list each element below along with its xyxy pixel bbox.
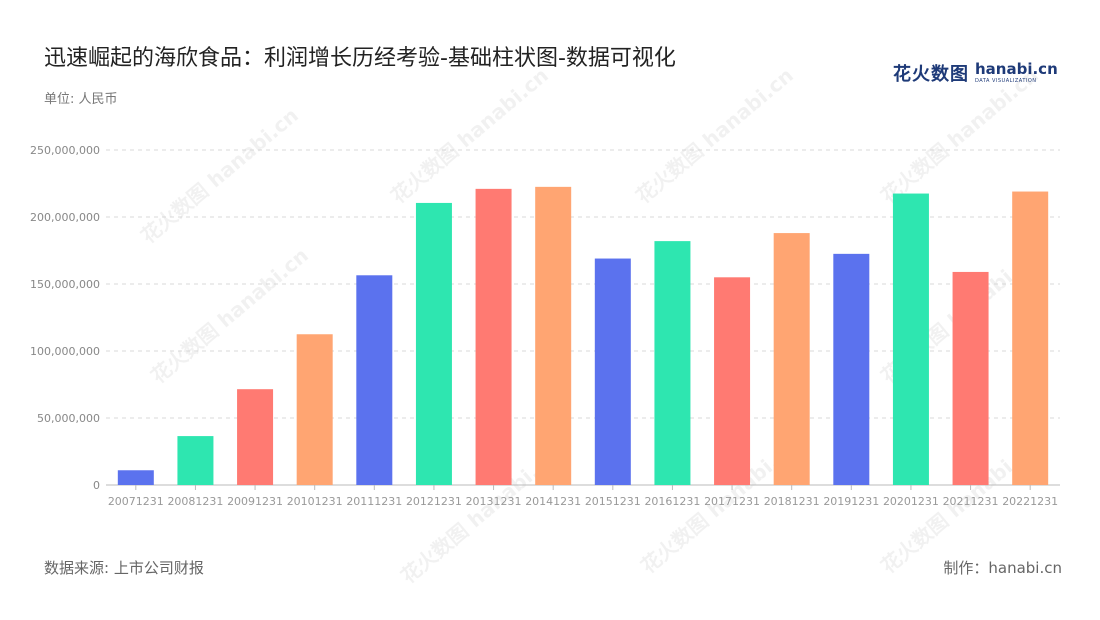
x-tick-label: 20101231 bbox=[287, 495, 343, 508]
x-tick-label: 20201231 bbox=[883, 495, 939, 508]
y-tick-label: 100,000,000 bbox=[30, 345, 100, 358]
bar bbox=[535, 186, 572, 485]
bar bbox=[177, 436, 214, 485]
x-tick-label: 20181231 bbox=[764, 495, 820, 508]
x-tick-label: 20171231 bbox=[704, 495, 760, 508]
logo-en-text: hanabi.cn bbox=[975, 60, 1058, 78]
bar bbox=[773, 233, 810, 485]
x-tick-label: 20211231 bbox=[943, 495, 999, 508]
x-tick-label: 20091231 bbox=[227, 495, 283, 508]
logo-sub-text: DATA VISUALIZATION bbox=[975, 78, 1037, 84]
bar bbox=[296, 334, 333, 485]
bar bbox=[237, 389, 274, 485]
x-tick-label: 20111231 bbox=[346, 495, 402, 508]
bar bbox=[833, 253, 870, 485]
y-tick-label: 0 bbox=[93, 479, 100, 492]
bar bbox=[594, 258, 631, 485]
logo-cn-text: 花火数图 bbox=[893, 64, 969, 85]
y-tick-label: 150,000,000 bbox=[30, 278, 100, 291]
y-tick-label: 200,000,000 bbox=[30, 211, 100, 224]
bar bbox=[415, 202, 452, 485]
x-tick-label: 20191231 bbox=[823, 495, 879, 508]
chart-title: 迅速崛起的海欣食品：利润增长历经考验-基础柱状图-数据可视化 bbox=[44, 46, 676, 71]
x-tick-label: 20081231 bbox=[167, 495, 223, 508]
x-tick-label: 20151231 bbox=[585, 495, 641, 508]
logo: 花火数图 hanabi.cn DATA VISUALIZATION bbox=[893, 60, 1058, 86]
data-source: 数据来源: 上市公司财报 bbox=[44, 559, 204, 577]
bar bbox=[117, 470, 154, 485]
x-tick-label: 20131231 bbox=[466, 495, 522, 508]
x-tick-label: 20161231 bbox=[644, 495, 700, 508]
bar bbox=[892, 193, 929, 486]
y-tick-label: 250,000,000 bbox=[30, 144, 100, 157]
y-tick-label: 50,000,000 bbox=[37, 412, 100, 425]
bar bbox=[654, 241, 691, 485]
x-tick-label: 20141231 bbox=[525, 495, 581, 508]
bar bbox=[1012, 191, 1049, 486]
bar bbox=[952, 271, 989, 485]
x-tick-label: 20221231 bbox=[1002, 495, 1058, 508]
credit-label: 制作：hanabi.cn bbox=[943, 559, 1062, 577]
bar bbox=[356, 275, 393, 485]
x-tick-label: 20121231 bbox=[406, 495, 462, 508]
bar bbox=[475, 188, 512, 486]
unit-label: 单位: 人民币 bbox=[44, 92, 118, 107]
x-tick-label: 20071231 bbox=[108, 495, 164, 508]
bar bbox=[714, 277, 751, 485]
